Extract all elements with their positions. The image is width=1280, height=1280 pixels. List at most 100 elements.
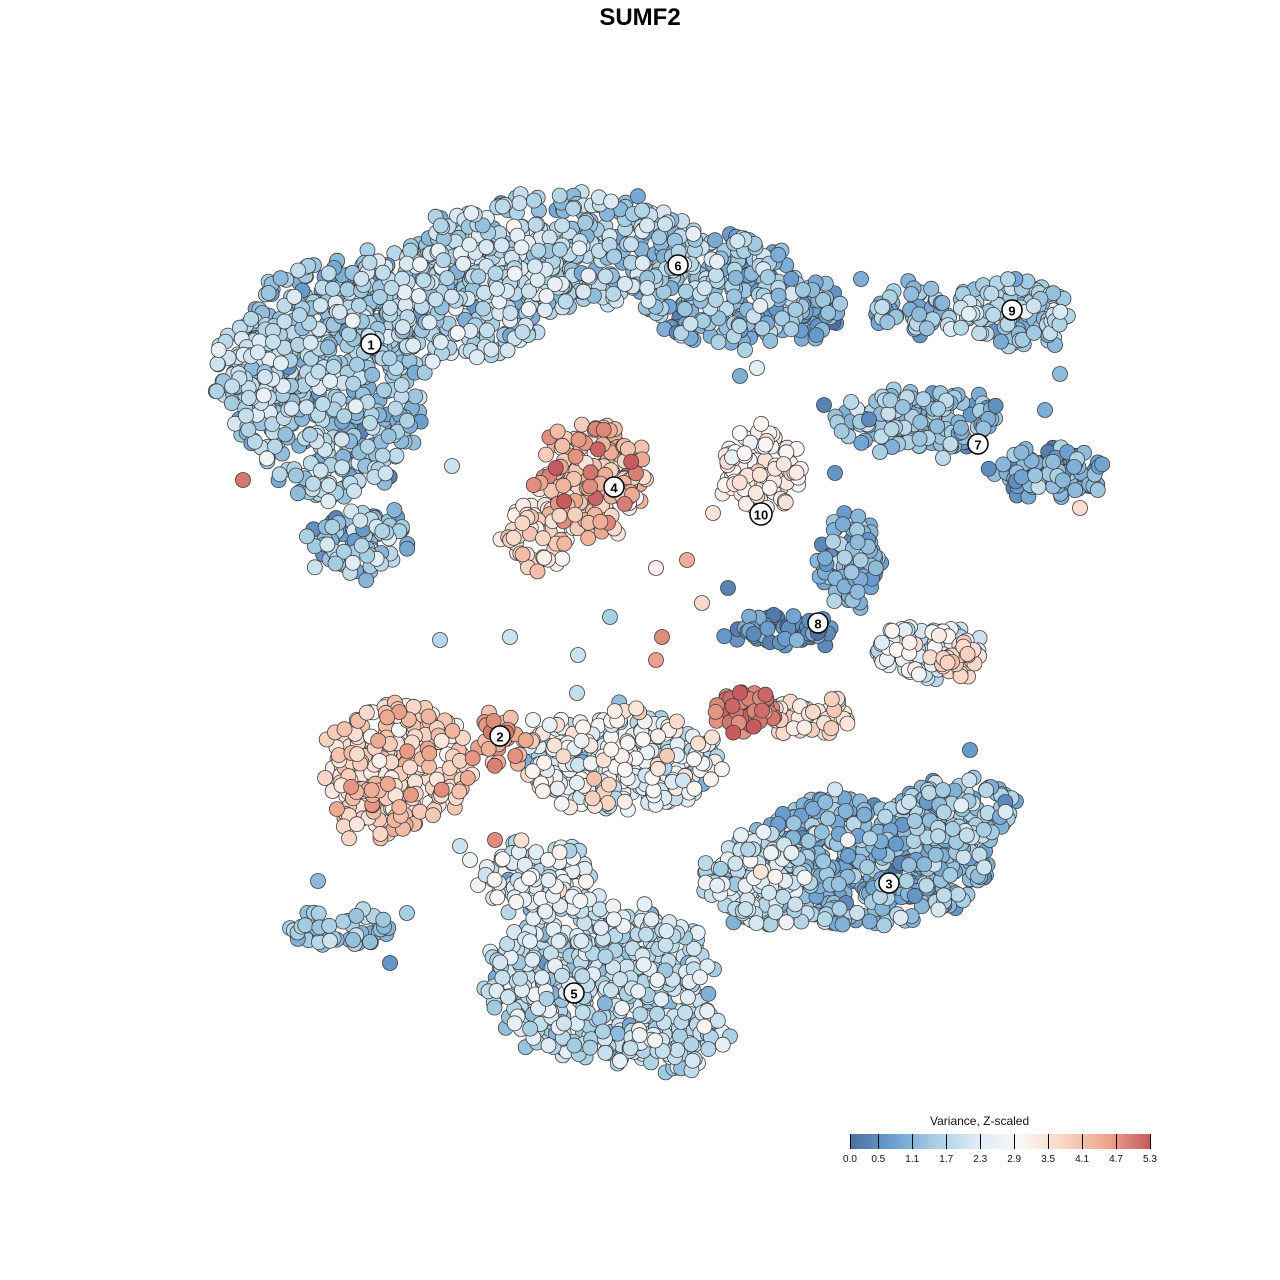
data-point xyxy=(763,845,779,861)
data-point xyxy=(823,720,840,737)
data-point xyxy=(657,937,674,953)
data-point xyxy=(386,502,403,518)
data-point xyxy=(669,713,685,730)
data-point xyxy=(486,871,503,888)
data-point xyxy=(1013,469,1030,486)
data-point xyxy=(399,540,416,557)
data-point xyxy=(759,269,776,286)
data-point xyxy=(556,535,573,552)
data-point xyxy=(513,832,530,849)
data-point xyxy=(347,398,364,415)
data-point xyxy=(659,748,675,764)
data-point xyxy=(277,426,294,443)
data-point xyxy=(815,853,832,870)
data-point xyxy=(381,350,398,367)
data-point xyxy=(310,363,327,380)
data-point xyxy=(521,870,537,887)
data-point xyxy=(255,387,272,404)
data-point xyxy=(775,456,792,473)
data-point xyxy=(345,932,362,948)
data-point xyxy=(260,285,277,301)
data-point xyxy=(489,280,505,297)
data-point xyxy=(682,315,699,332)
data-point xyxy=(737,901,754,917)
data-point xyxy=(475,300,492,317)
data-point xyxy=(826,593,843,609)
data-point xyxy=(757,436,774,453)
cluster-label-10: 10 xyxy=(749,502,773,526)
data-point xyxy=(1025,298,1042,315)
data-point xyxy=(432,632,448,648)
data-point xyxy=(554,437,571,454)
data-point xyxy=(833,423,850,440)
data-point xyxy=(525,712,541,728)
data-point xyxy=(831,900,848,917)
data-point xyxy=(320,477,337,494)
data-point xyxy=(827,465,843,481)
data-point xyxy=(492,954,509,971)
data-point xyxy=(748,484,764,501)
data-point xyxy=(731,318,748,334)
data-point xyxy=(359,438,376,455)
data-point xyxy=(383,280,400,296)
data-point xyxy=(374,447,391,464)
data-point xyxy=(911,430,928,447)
data-point xyxy=(614,1000,630,1016)
data-point xyxy=(915,391,932,408)
data-point xyxy=(754,702,770,719)
data-point xyxy=(859,859,876,875)
data-point xyxy=(1026,324,1042,341)
data-point xyxy=(514,546,531,563)
data-point xyxy=(271,466,288,483)
data-point xyxy=(361,254,378,271)
data-point xyxy=(272,355,289,372)
data-point xyxy=(817,911,833,927)
data-point xyxy=(379,709,396,726)
data-point xyxy=(867,560,884,576)
data-point xyxy=(783,270,800,287)
data-point xyxy=(415,272,432,289)
data-point xyxy=(650,728,666,745)
data-point xyxy=(399,905,415,921)
cluster-label-text: 3 xyxy=(885,877,892,892)
data-point xyxy=(538,990,555,1007)
data-point xyxy=(370,732,387,749)
data-point xyxy=(955,849,972,865)
data-point xyxy=(555,748,572,765)
data-point xyxy=(923,280,940,297)
data-point xyxy=(331,304,348,321)
data-point xyxy=(288,467,304,484)
data-point xyxy=(901,794,917,810)
data-point xyxy=(591,901,608,918)
data-point xyxy=(849,905,866,921)
data-point xyxy=(312,297,329,314)
data-point xyxy=(258,450,275,467)
data-point xyxy=(444,723,461,739)
data-point xyxy=(725,724,742,741)
cluster-label-9: 9 xyxy=(1001,299,1023,321)
data-point xyxy=(714,761,730,778)
data-point xyxy=(345,375,362,392)
data-point xyxy=(339,281,356,298)
data-point xyxy=(320,339,336,356)
data-point xyxy=(494,851,511,867)
data-point xyxy=(391,799,408,815)
data-point xyxy=(530,242,547,259)
data-point xyxy=(761,884,777,901)
cluster-label-text: 2 xyxy=(496,730,503,745)
cluster-label-text: 5 xyxy=(570,987,577,1002)
data-point xyxy=(705,505,721,521)
data-point xyxy=(341,830,358,847)
data-point xyxy=(820,304,837,321)
data-point xyxy=(537,903,554,920)
data-point xyxy=(541,717,558,733)
data-point xyxy=(884,623,901,639)
data-point xyxy=(298,528,315,545)
data-point xyxy=(569,685,585,701)
data-point xyxy=(427,291,444,308)
data-point xyxy=(975,821,992,838)
data-point xyxy=(479,322,495,339)
data-point xyxy=(522,1020,539,1037)
data-point xyxy=(709,253,725,270)
data-point xyxy=(421,758,437,775)
